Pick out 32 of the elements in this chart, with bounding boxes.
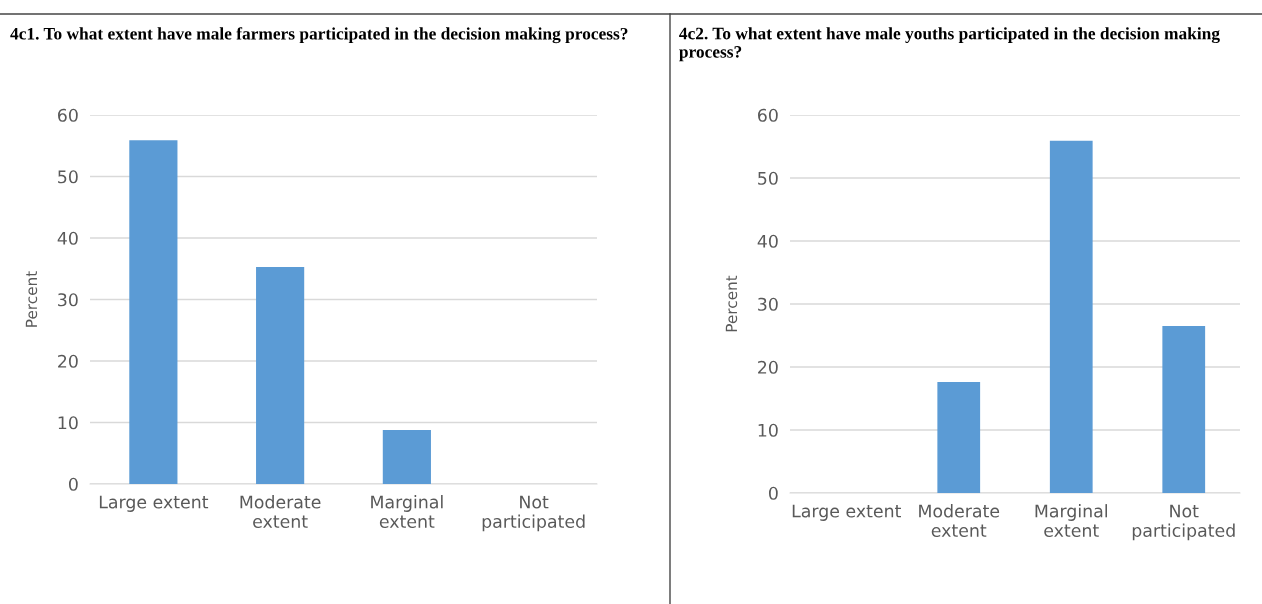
chart-title: 4c2. To what extent have male youths participated in the decision making process? xyxy=(679,27,1220,62)
y-tick-label: 40 xyxy=(57,231,78,245)
y-tick-label: 10 xyxy=(758,423,778,437)
y-axis-title: Percent xyxy=(725,275,738,332)
y-axis-title: Percent xyxy=(25,271,38,327)
y-tick-label: 20 xyxy=(758,360,778,374)
y-tick-label: 0 xyxy=(768,486,778,500)
y-tick-label: 0 xyxy=(68,477,78,491)
x-tick-label: Large extent xyxy=(792,504,901,521)
x-tick-label: Not participated xyxy=(1132,504,1235,541)
bar xyxy=(382,429,431,484)
x-tick-label: Marginal extent xyxy=(371,495,443,528)
bar xyxy=(256,266,305,484)
y-tick-label: 10 xyxy=(58,416,78,430)
x-tick-label: Not participated xyxy=(482,495,585,532)
x-tick-label: Moderate extent xyxy=(240,495,321,528)
x-tick-label: Marginal extent xyxy=(1035,504,1107,537)
bar xyxy=(1162,326,1206,493)
y-tick-label: 60 xyxy=(58,108,78,122)
bar xyxy=(937,382,981,493)
y-tick-label: 50 xyxy=(58,170,78,184)
bar xyxy=(129,140,178,484)
x-tick-label: Large extent xyxy=(99,495,209,512)
y-tick-label: 40 xyxy=(757,234,778,248)
chart-title: 4c1. To what extent have male farmers participated in the decision making process? xyxy=(10,27,628,44)
x-tick-label: Moderate extent xyxy=(919,504,1000,537)
y-tick-label: 30 xyxy=(58,293,78,307)
y-tick-label: 20 xyxy=(58,354,78,368)
y-tick-label: 60 xyxy=(758,108,778,122)
bar xyxy=(1049,140,1093,493)
y-tick-label: 50 xyxy=(758,171,778,185)
y-tick-label: 30 xyxy=(758,297,778,311)
